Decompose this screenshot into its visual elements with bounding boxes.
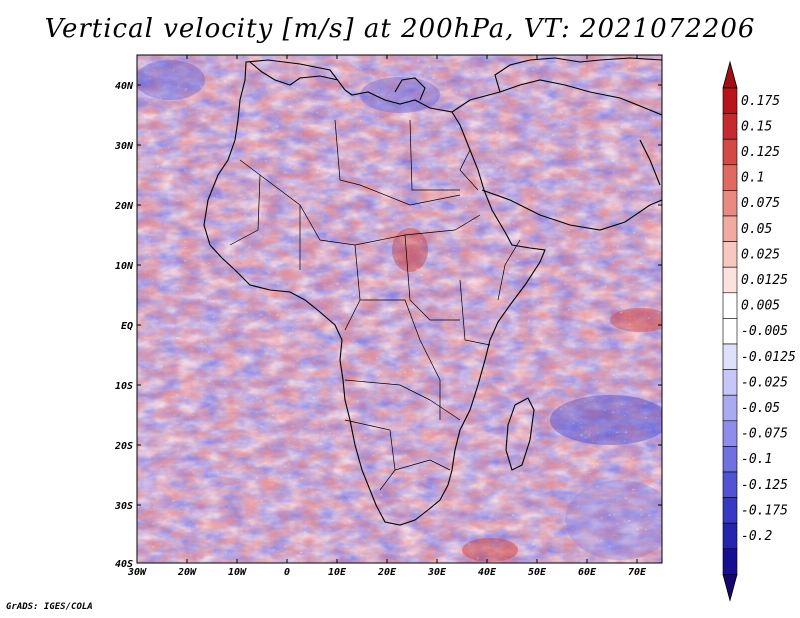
colorbar-swatch bbox=[722, 548, 738, 575]
colorbar-label: -0.05 bbox=[741, 401, 780, 416]
borders bbox=[229, 119, 521, 491]
lon-tick-label: 20W bbox=[177, 567, 197, 578]
colorbar-label: -0.005 bbox=[741, 324, 788, 339]
colorbar-swatch bbox=[722, 190, 738, 217]
colorbar-bottom-arrow bbox=[722, 574, 738, 602]
colorbar-swatch bbox=[722, 394, 738, 422]
lat-tick-label: 40S bbox=[115, 559, 133, 570]
colorbar-label: 0.025 bbox=[741, 247, 780, 262]
colorbar-label: -0.2 bbox=[741, 529, 772, 544]
colorbar: 0.175 0.15 0.125 0.1 0.075 0.05 0.025 0.0125 0.0… bbox=[722, 60, 796, 602]
colorbar-label: -0.125 bbox=[741, 478, 788, 493]
lat-tick-label: 20S bbox=[114, 441, 133, 452]
colorbar-swatch bbox=[722, 343, 738, 370]
lon-tick-label: 10W bbox=[228, 567, 247, 578]
colorbar-label: -0.025 bbox=[741, 375, 788, 390]
colorbar-label: -0.075 bbox=[741, 427, 788, 442]
colorbar-swatch bbox=[722, 241, 738, 268]
lon-tick-label: 70E bbox=[628, 567, 647, 578]
colorbar-swatch bbox=[722, 497, 738, 524]
velocity-field bbox=[137, 55, 662, 563]
colorbar-label: 0.175 bbox=[741, 94, 780, 109]
colorbar-swatch bbox=[722, 420, 738, 447]
lon-tick-label: 50E bbox=[528, 567, 547, 578]
lat-tick-label: 40N bbox=[115, 81, 134, 92]
colorbar-swatch bbox=[722, 113, 738, 140]
colorbar-label: 0.1 bbox=[741, 171, 764, 186]
lat-tick-label: 30N bbox=[114, 141, 134, 152]
colorbar-label: 0.125 bbox=[741, 145, 780, 160]
credit-text: GrADS: IGES/COLA bbox=[6, 602, 93, 612]
colorbar-swatch bbox=[722, 369, 738, 396]
colorbar-label: 0.15 bbox=[741, 119, 772, 134]
lon-tick-label: 30W bbox=[127, 567, 147, 578]
colorbar-label: 0.0125 bbox=[741, 273, 788, 288]
colorbar-swatch bbox=[722, 446, 738, 473]
colorbar-label: -0.175 bbox=[741, 503, 788, 518]
lat-tick-label: 30S bbox=[114, 501, 133, 512]
colorbar-swatch bbox=[722, 292, 738, 319]
colorbar-label: 0.005 bbox=[741, 299, 780, 314]
colorbar-swatch bbox=[722, 138, 738, 166]
lon-tick-label: 40E bbox=[478, 567, 497, 578]
colorbar-swatch bbox=[722, 87, 738, 114]
lat-tick-label: 20N bbox=[114, 201, 134, 212]
colorbar-swatch bbox=[722, 471, 738, 498]
longitude-axis: 30W 20W 10W 0 10E 20E 30E 40E 50E 60E 70E bbox=[127, 55, 647, 578]
colorbar-top-arrow bbox=[722, 60, 738, 89]
colorbar-swatch bbox=[722, 318, 738, 345]
lat-tick-label: 10N bbox=[115, 261, 134, 272]
colorbar-label: -0.0125 bbox=[741, 350, 796, 365]
colorbar-swatch bbox=[722, 266, 738, 294]
lon-tick-label: 20E bbox=[377, 567, 397, 578]
colorbar-swatch bbox=[722, 522, 738, 550]
colorbar-swatch bbox=[722, 164, 738, 191]
map-title: Vertical velocity [m/s] at 200hPa, VT: 2… bbox=[44, 14, 756, 44]
lat-tick-label: 10S bbox=[115, 381, 133, 392]
lat-tick-label: EQ bbox=[121, 321, 133, 332]
latitude-axis: 40N 30N 20N 10N EQ 10S 20S 30S 40S bbox=[114, 81, 662, 570]
map-frame bbox=[136, 54, 663, 564]
lon-tick-label: 60E bbox=[578, 567, 597, 578]
lon-tick-label: 0 bbox=[284, 567, 290, 578]
colorbar-swatch bbox=[722, 215, 738, 242]
colorbar-label: 0.05 bbox=[741, 222, 772, 237]
coastlines bbox=[203, 57, 662, 526]
lon-tick-label: 30E bbox=[427, 567, 447, 578]
colorbar-label: 0.075 bbox=[741, 196, 780, 211]
colorbar-label: -0.1 bbox=[741, 452, 772, 467]
lon-tick-label: 10E bbox=[328, 567, 347, 578]
